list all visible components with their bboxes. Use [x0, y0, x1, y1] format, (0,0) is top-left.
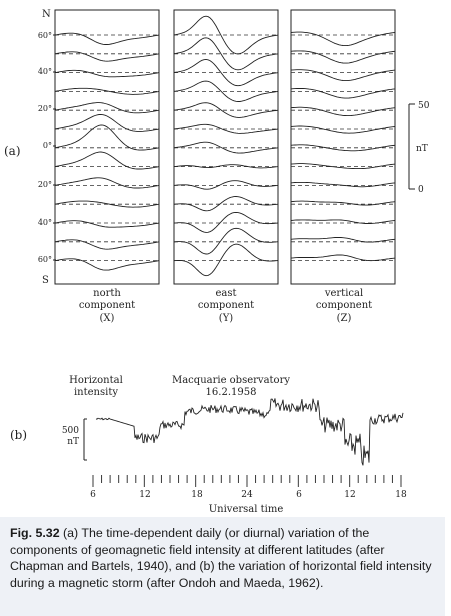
- pole-south-label: S: [42, 275, 49, 286]
- time-tick-label: 18: [191, 490, 203, 500]
- latitude-tick: 20°: [38, 180, 52, 189]
- latitude-tick: 60°: [38, 31, 52, 40]
- east-component-curves: [174, 16, 278, 276]
- station-label-line2: 16.2.1958: [206, 387, 257, 398]
- latitude-ticks: 60° 40° 20° 0° 20° 40° 60°: [38, 31, 56, 264]
- caption-paragraph: Fig. 5.32 (a) The time-dependent daily (…: [0, 517, 445, 591]
- component-z-line1: vertical: [324, 288, 363, 299]
- variation-curve: [55, 240, 159, 249]
- time-tick-label: 18: [395, 490, 407, 500]
- variation-curve: [291, 182, 395, 186]
- component-x-line3: (X): [100, 313, 115, 324]
- storm-scale-unit: nT: [67, 437, 79, 447]
- caption-text: (a) The time-dependent daily (or diurnal…: [10, 526, 432, 590]
- variation-curve: [291, 126, 395, 133]
- vertical-component-curves: [291, 32, 395, 261]
- time-tick-label: 6: [296, 490, 302, 500]
- station-label-line1: Macquarie observatory: [172, 375, 290, 386]
- variation-curve: [55, 52, 159, 61]
- scale-unit-label: nT: [416, 144, 428, 154]
- component-y-line1: east: [215, 288, 236, 299]
- variation-curve: [55, 103, 159, 113]
- variation-curve: [55, 221, 159, 228]
- variation-curve: [174, 212, 278, 232]
- time-axis-labels: 6 12 18 24 6 12 18: [90, 490, 407, 500]
- series-label-line1: Horizontal: [69, 375, 123, 386]
- nT-scale-bar: [409, 104, 415, 189]
- panel-b-label: (b): [10, 428, 27, 442]
- latitude-tick: 40°: [38, 67, 52, 76]
- panel-a-label: (a): [4, 144, 21, 158]
- component-z-line3: (Z): [337, 313, 352, 324]
- variation-curve: [174, 228, 278, 254]
- storm-scale-value: 500: [62, 426, 79, 436]
- variation-curve: [55, 178, 159, 188]
- pole-north-label: N: [42, 9, 51, 20]
- north-component-curves: [55, 33, 159, 270]
- scale-top-label: 50: [418, 101, 430, 111]
- horizontal-intensity-trace: [96, 398, 403, 465]
- time-axis-title: Universal time: [209, 504, 284, 515]
- latitude-tick: 20°: [38, 104, 52, 113]
- latitude-tick: 0°: [43, 141, 52, 150]
- variation-curve: [291, 89, 395, 99]
- variation-curve: [174, 244, 278, 276]
- north-component-frame: [55, 10, 159, 284]
- latitude-tick: 40°: [38, 218, 52, 227]
- variation-curve: [291, 107, 395, 115]
- component-x-line2: component: [79, 300, 135, 311]
- storm-scale-bar: [84, 419, 87, 460]
- variation-curve: [291, 255, 395, 261]
- east-component-frame: [174, 10, 278, 284]
- figure-caption: Fig. 5.32 (a) The time-dependent daily (…: [0, 517, 445, 616]
- caption-fig-label: Fig. 5.32: [10, 526, 60, 540]
- component-y-line2: component: [198, 300, 254, 311]
- time-axis-ticks: [93, 475, 401, 487]
- time-tick-label: 12: [139, 490, 150, 500]
- time-tick-label: 6: [90, 490, 96, 500]
- variation-curve: [291, 237, 395, 242]
- component-x-line1: north: [93, 288, 121, 299]
- variation-curve: [291, 51, 395, 63]
- series-label-line2: intensity: [74, 387, 118, 398]
- component-y-line3: (Y): [219, 313, 234, 324]
- scale-zero-label: 0: [418, 185, 424, 195]
- variation-curve: [291, 32, 395, 46]
- variation-curve: [174, 181, 278, 190]
- variation-curve: [174, 197, 278, 211]
- variation-curve: [291, 164, 395, 169]
- variation-curve: [291, 70, 395, 81]
- component-z-line2: component: [316, 300, 372, 311]
- variation-curve: [55, 70, 159, 77]
- latitude-tick: 60°: [38, 255, 52, 264]
- time-tick-label: 12: [344, 490, 355, 500]
- time-tick-label: 24: [241, 490, 253, 500]
